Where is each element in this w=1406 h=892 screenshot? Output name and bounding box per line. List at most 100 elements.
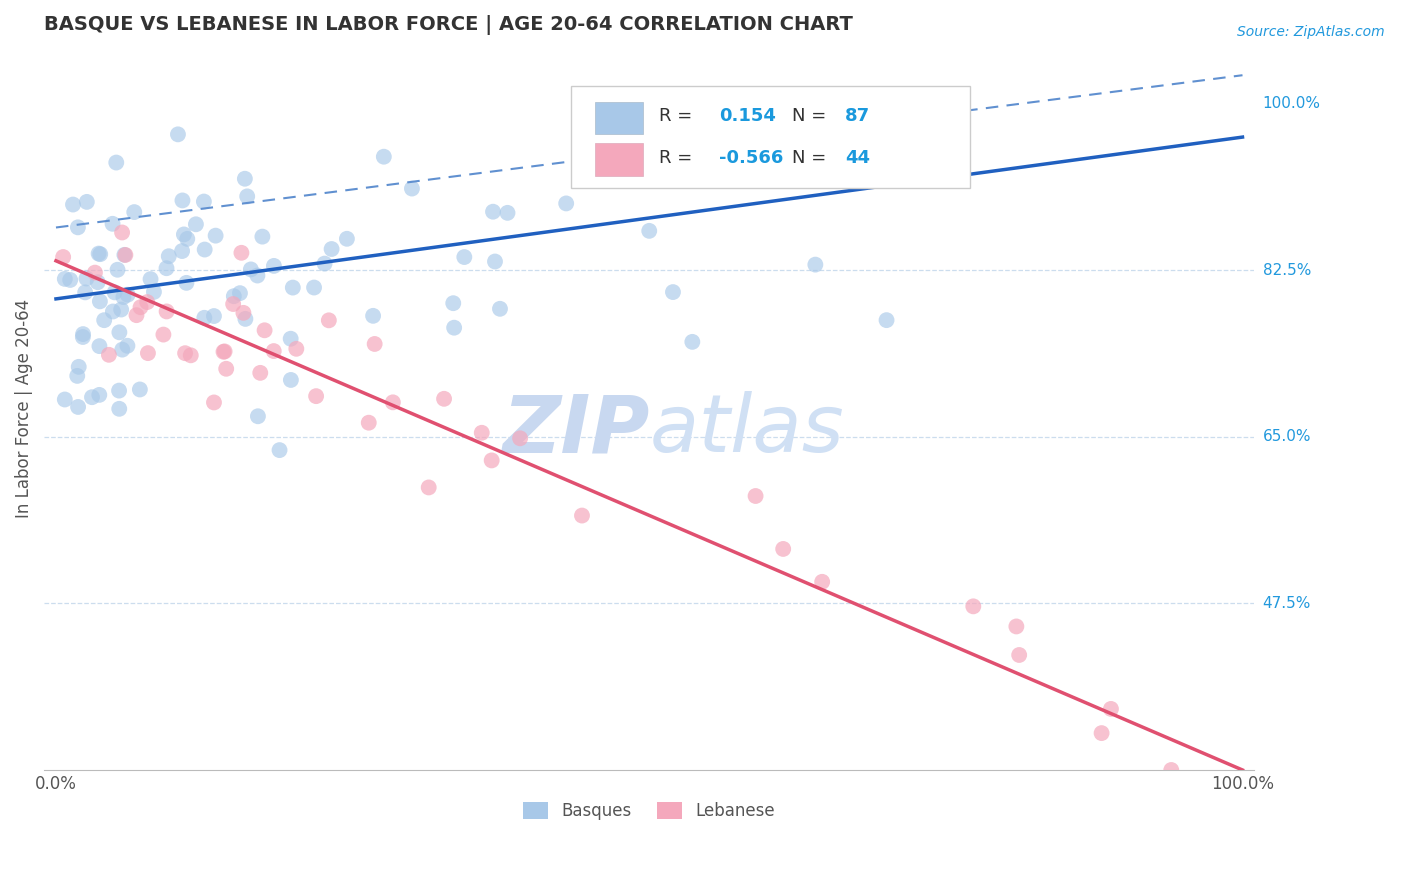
Basques xyxy=(117,339,139,353)
Basques xyxy=(111,343,134,357)
Lebanese xyxy=(222,297,245,311)
Basques xyxy=(72,330,94,344)
Basques xyxy=(80,390,103,404)
Lebanese xyxy=(318,313,340,327)
Lebanese xyxy=(481,453,503,467)
Text: 44: 44 xyxy=(845,149,870,167)
Text: atlas: atlas xyxy=(650,391,844,469)
Basques xyxy=(72,327,94,342)
Basques xyxy=(484,254,506,268)
Basques xyxy=(269,443,291,458)
Lebanese xyxy=(125,308,148,322)
Basques xyxy=(246,409,269,424)
Basques xyxy=(222,289,245,303)
Basques xyxy=(176,232,198,246)
Lebanese xyxy=(1090,726,1112,740)
Basques xyxy=(108,384,131,398)
Lebanese xyxy=(433,392,456,406)
Basques xyxy=(112,290,135,304)
Text: 65.0%: 65.0% xyxy=(1263,429,1312,444)
Basques xyxy=(76,194,98,209)
Y-axis label: In Labor Force | Age 20-64: In Labor Force | Age 20-64 xyxy=(15,299,32,518)
Basques xyxy=(53,272,76,286)
Lebanese xyxy=(156,304,179,318)
Basques xyxy=(482,204,505,219)
Basques xyxy=(112,248,135,262)
Lebanese xyxy=(357,416,380,430)
Bar xyxy=(595,102,643,135)
Lebanese xyxy=(214,344,236,359)
Basques xyxy=(280,332,302,346)
Lebanese xyxy=(97,348,120,362)
Basques xyxy=(184,217,207,231)
Basques xyxy=(62,197,84,211)
Bar xyxy=(595,144,643,176)
Lebanese xyxy=(744,489,766,503)
Lebanese xyxy=(418,480,440,494)
Basques xyxy=(193,310,215,325)
Basques xyxy=(59,273,82,287)
Lebanese xyxy=(571,508,593,523)
Lebanese xyxy=(1008,648,1031,662)
Lebanese xyxy=(772,541,794,556)
Basques xyxy=(321,242,343,256)
Lebanese xyxy=(136,295,159,310)
Basques xyxy=(681,334,703,349)
Basques xyxy=(172,194,194,208)
Basques xyxy=(638,224,661,238)
Basques xyxy=(453,250,475,264)
Legend: Basques, Lebanese: Basques, Lebanese xyxy=(517,796,782,827)
Lebanese xyxy=(174,346,197,360)
Lebanese xyxy=(1005,619,1028,633)
Basques xyxy=(108,326,131,340)
Lebanese xyxy=(249,366,271,380)
Lebanese xyxy=(215,361,238,376)
Basques xyxy=(555,196,578,211)
Basques xyxy=(101,304,124,318)
Basques xyxy=(108,401,131,416)
Basques xyxy=(246,268,269,283)
Text: ZIP: ZIP xyxy=(502,391,650,469)
Basques xyxy=(110,302,132,317)
Text: R =: R = xyxy=(659,107,692,126)
Text: N =: N = xyxy=(792,107,827,126)
Basques xyxy=(66,220,89,235)
Basques xyxy=(443,320,465,334)
Lebanese xyxy=(202,395,225,409)
Lebanese xyxy=(811,574,834,589)
Basques xyxy=(89,294,111,309)
Basques xyxy=(89,247,111,261)
Text: R =: R = xyxy=(659,149,692,167)
Basques xyxy=(193,194,215,209)
Basques xyxy=(167,128,190,142)
Basques xyxy=(53,392,76,407)
Basques xyxy=(233,171,256,186)
Basques xyxy=(157,249,180,263)
Basques xyxy=(876,313,898,327)
Basques xyxy=(101,217,124,231)
Basques xyxy=(172,244,194,258)
Text: -0.566: -0.566 xyxy=(720,149,783,167)
Basques xyxy=(105,155,128,169)
Lebanese xyxy=(129,300,152,314)
Lebanese xyxy=(52,250,75,264)
Lebanese xyxy=(305,389,328,403)
Basques xyxy=(122,205,145,219)
Lebanese xyxy=(253,323,276,337)
Basques xyxy=(93,313,115,327)
Basques xyxy=(202,309,225,323)
Basques xyxy=(252,229,274,244)
Basques xyxy=(75,285,97,300)
Basques xyxy=(139,272,162,286)
Basques xyxy=(204,228,226,243)
Basques xyxy=(804,258,827,272)
Lebanese xyxy=(231,245,253,260)
Basques xyxy=(173,227,195,242)
Basques xyxy=(87,275,110,289)
Basques xyxy=(489,301,512,316)
Basques xyxy=(176,276,198,290)
Lebanese xyxy=(1160,763,1182,777)
Text: N =: N = xyxy=(792,149,827,167)
Lebanese xyxy=(136,346,159,360)
Lebanese xyxy=(212,344,235,359)
